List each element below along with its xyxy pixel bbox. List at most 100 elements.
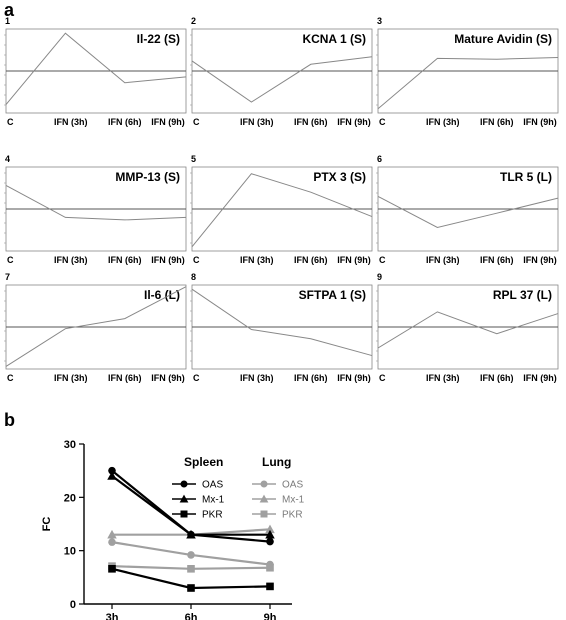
- legend-marker: [259, 494, 269, 503]
- panel-number: 8: [191, 272, 196, 282]
- x-tick-label: IFN (6h): [480, 117, 514, 127]
- panel-b-label: b: [4, 410, 15, 430]
- x-tick-label: 3h: [106, 612, 119, 620]
- data-line: [377, 311, 559, 349]
- data-point: [187, 584, 195, 592]
- panel-number: 9: [377, 272, 382, 282]
- x-tick-label: C: [7, 255, 14, 265]
- data-line: [377, 57, 559, 110]
- data-point: [187, 565, 195, 573]
- small-panel-7: 7 Il-6 (L) C IFN (3h) IFN (6h) IFN (9h): [4, 272, 187, 383]
- panel-title: SFTPA 1 (S): [299, 288, 366, 302]
- data-line: [5, 286, 187, 367]
- small-panel-3: 3 Mature Avidin (S) C IFN (3h) IFN (6h) IFN (…: [376, 16, 559, 127]
- panel-title: PTX 3 (S): [313, 170, 366, 184]
- data-line: [5, 185, 187, 221]
- panel-number: 3: [377, 16, 382, 26]
- x-tick-label: IFN (6h): [294, 255, 328, 265]
- data-point: [266, 537, 274, 546]
- y-tick-label: 10: [64, 546, 76, 558]
- panel-number: 4: [5, 154, 10, 164]
- panel-a-small-multiples: 1 Il-22 (S) C IFN (3h) IFN (6h) IFN (9h) 2 KCNA…: [4, 16, 559, 383]
- x-tick-label: IFN (6h): [480, 373, 514, 383]
- legend-marker: [260, 480, 268, 488]
- small-panel-9: 9 RPL 37 (L) C IFN (3h) IFN (6h) IFN (9h): [376, 272, 559, 383]
- x-tick-label: IFN (9h): [523, 255, 557, 265]
- panel-number: 1: [5, 16, 10, 26]
- data-line: [191, 173, 373, 248]
- legend-heading: Spleen: [184, 455, 223, 469]
- legend-label: Mx-1: [202, 495, 225, 506]
- x-tick-label: IFN (3h): [240, 117, 274, 127]
- data-point: [108, 565, 116, 573]
- x-tick-label: C: [193, 117, 200, 127]
- x-tick-label: IFN (6h): [294, 373, 328, 383]
- legend-marker: [179, 494, 189, 503]
- data-point: [107, 471, 117, 480]
- x-tick-label: C: [193, 255, 200, 265]
- panel-title: Il-22 (S): [137, 32, 180, 46]
- x-tick-label: IFN (9h): [151, 255, 185, 265]
- data-point: [265, 524, 275, 534]
- series-spleen-mx-1: [107, 471, 275, 539]
- data-point: [265, 529, 275, 539]
- legend-marker: [180, 480, 188, 488]
- series-lung-oas: [108, 538, 274, 569]
- x-tick-label: C: [7, 117, 14, 127]
- legend-label: PKR: [202, 510, 223, 521]
- panel-title: KCNA 1 (S): [302, 32, 366, 46]
- data-line: [191, 288, 373, 357]
- x-tick-label: C: [193, 373, 200, 383]
- data-point: [266, 582, 274, 591]
- panel-a-label: a: [4, 0, 15, 20]
- x-tick-label: IFN (3h): [240, 255, 274, 265]
- legend-label: OAS: [282, 480, 303, 491]
- x-tick-label: C: [379, 373, 386, 383]
- panel-title: TLR 5 (L): [500, 170, 552, 184]
- data-point: [108, 466, 116, 475]
- legend-label: PKR: [282, 510, 303, 521]
- x-tick-label: IFN (3h): [240, 373, 274, 383]
- x-tick-label: C: [379, 255, 386, 265]
- y-tick-label: 20: [64, 492, 76, 504]
- legend: Spleen Lung OAS Mx-1 PKR OAS Mx-1 PKR: [172, 455, 305, 521]
- data-point: [266, 563, 274, 572]
- data-line: [5, 32, 187, 105]
- x-tick-label: IFN (3h): [426, 117, 460, 127]
- x-tick-label: C: [7, 373, 14, 383]
- x-tick-label: IFN (9h): [337, 373, 371, 383]
- panel-number: 7: [5, 272, 10, 282]
- panel-title: Mature Avidin (S): [454, 32, 552, 46]
- x-tick-label: IFN (9h): [337, 117, 371, 127]
- panel-b-line-chart: 0 10 20 30 3h 6h 9h FC Spleen Lung OAS Mx-1 PKR OAS Mx…: [41, 439, 305, 620]
- x-tick-label: IFN (3h): [54, 117, 88, 127]
- small-panel-2: 2 KCNA 1 (S) C IFN (3h) IFN (6h) IFN (9h): [190, 16, 373, 127]
- x-tick-label: IFN (6h): [294, 117, 328, 127]
- data-line: [377, 195, 559, 229]
- x-tick-label: IFN (3h): [426, 255, 460, 265]
- legend-marker: [260, 510, 268, 518]
- legend-label: Mx-1: [282, 495, 305, 506]
- panel-title: Il-6 (L): [144, 288, 180, 302]
- panel-number: 5: [191, 154, 196, 164]
- x-tick-label: IFN (6h): [108, 255, 142, 265]
- legend-marker: [180, 510, 188, 518]
- x-tick-label: 9h: [264, 612, 277, 620]
- data-point: [186, 529, 196, 539]
- legend-label: OAS: [202, 480, 223, 491]
- panel-title: RPL 37 (L): [493, 288, 552, 302]
- series-spleen-pkr: [108, 565, 274, 592]
- series-lung-pkr: [108, 562, 274, 573]
- panel-title: MMP-13 (S): [115, 170, 180, 184]
- panel-number: 2: [191, 16, 196, 26]
- data-point: [108, 538, 116, 546]
- small-panel-6: 6 TLR 5 (L) C IFN (3h) IFN (6h) IFN (9h): [376, 154, 559, 265]
- small-panel-1: 1 Il-22 (S) C IFN (3h) IFN (6h) IFN (9h): [4, 16, 187, 127]
- y-axis-label: FC: [41, 517, 53, 532]
- x-tick-label: IFN (9h): [151, 373, 185, 383]
- x-tick-label: IFN (9h): [523, 117, 557, 127]
- x-tick-label: IFN (6h): [108, 117, 142, 127]
- x-tick-label: IFN (6h): [480, 255, 514, 265]
- small-panel-8: 8 SFTPA 1 (S) C IFN (3h) IFN (6h) IFN (9h): [190, 272, 373, 383]
